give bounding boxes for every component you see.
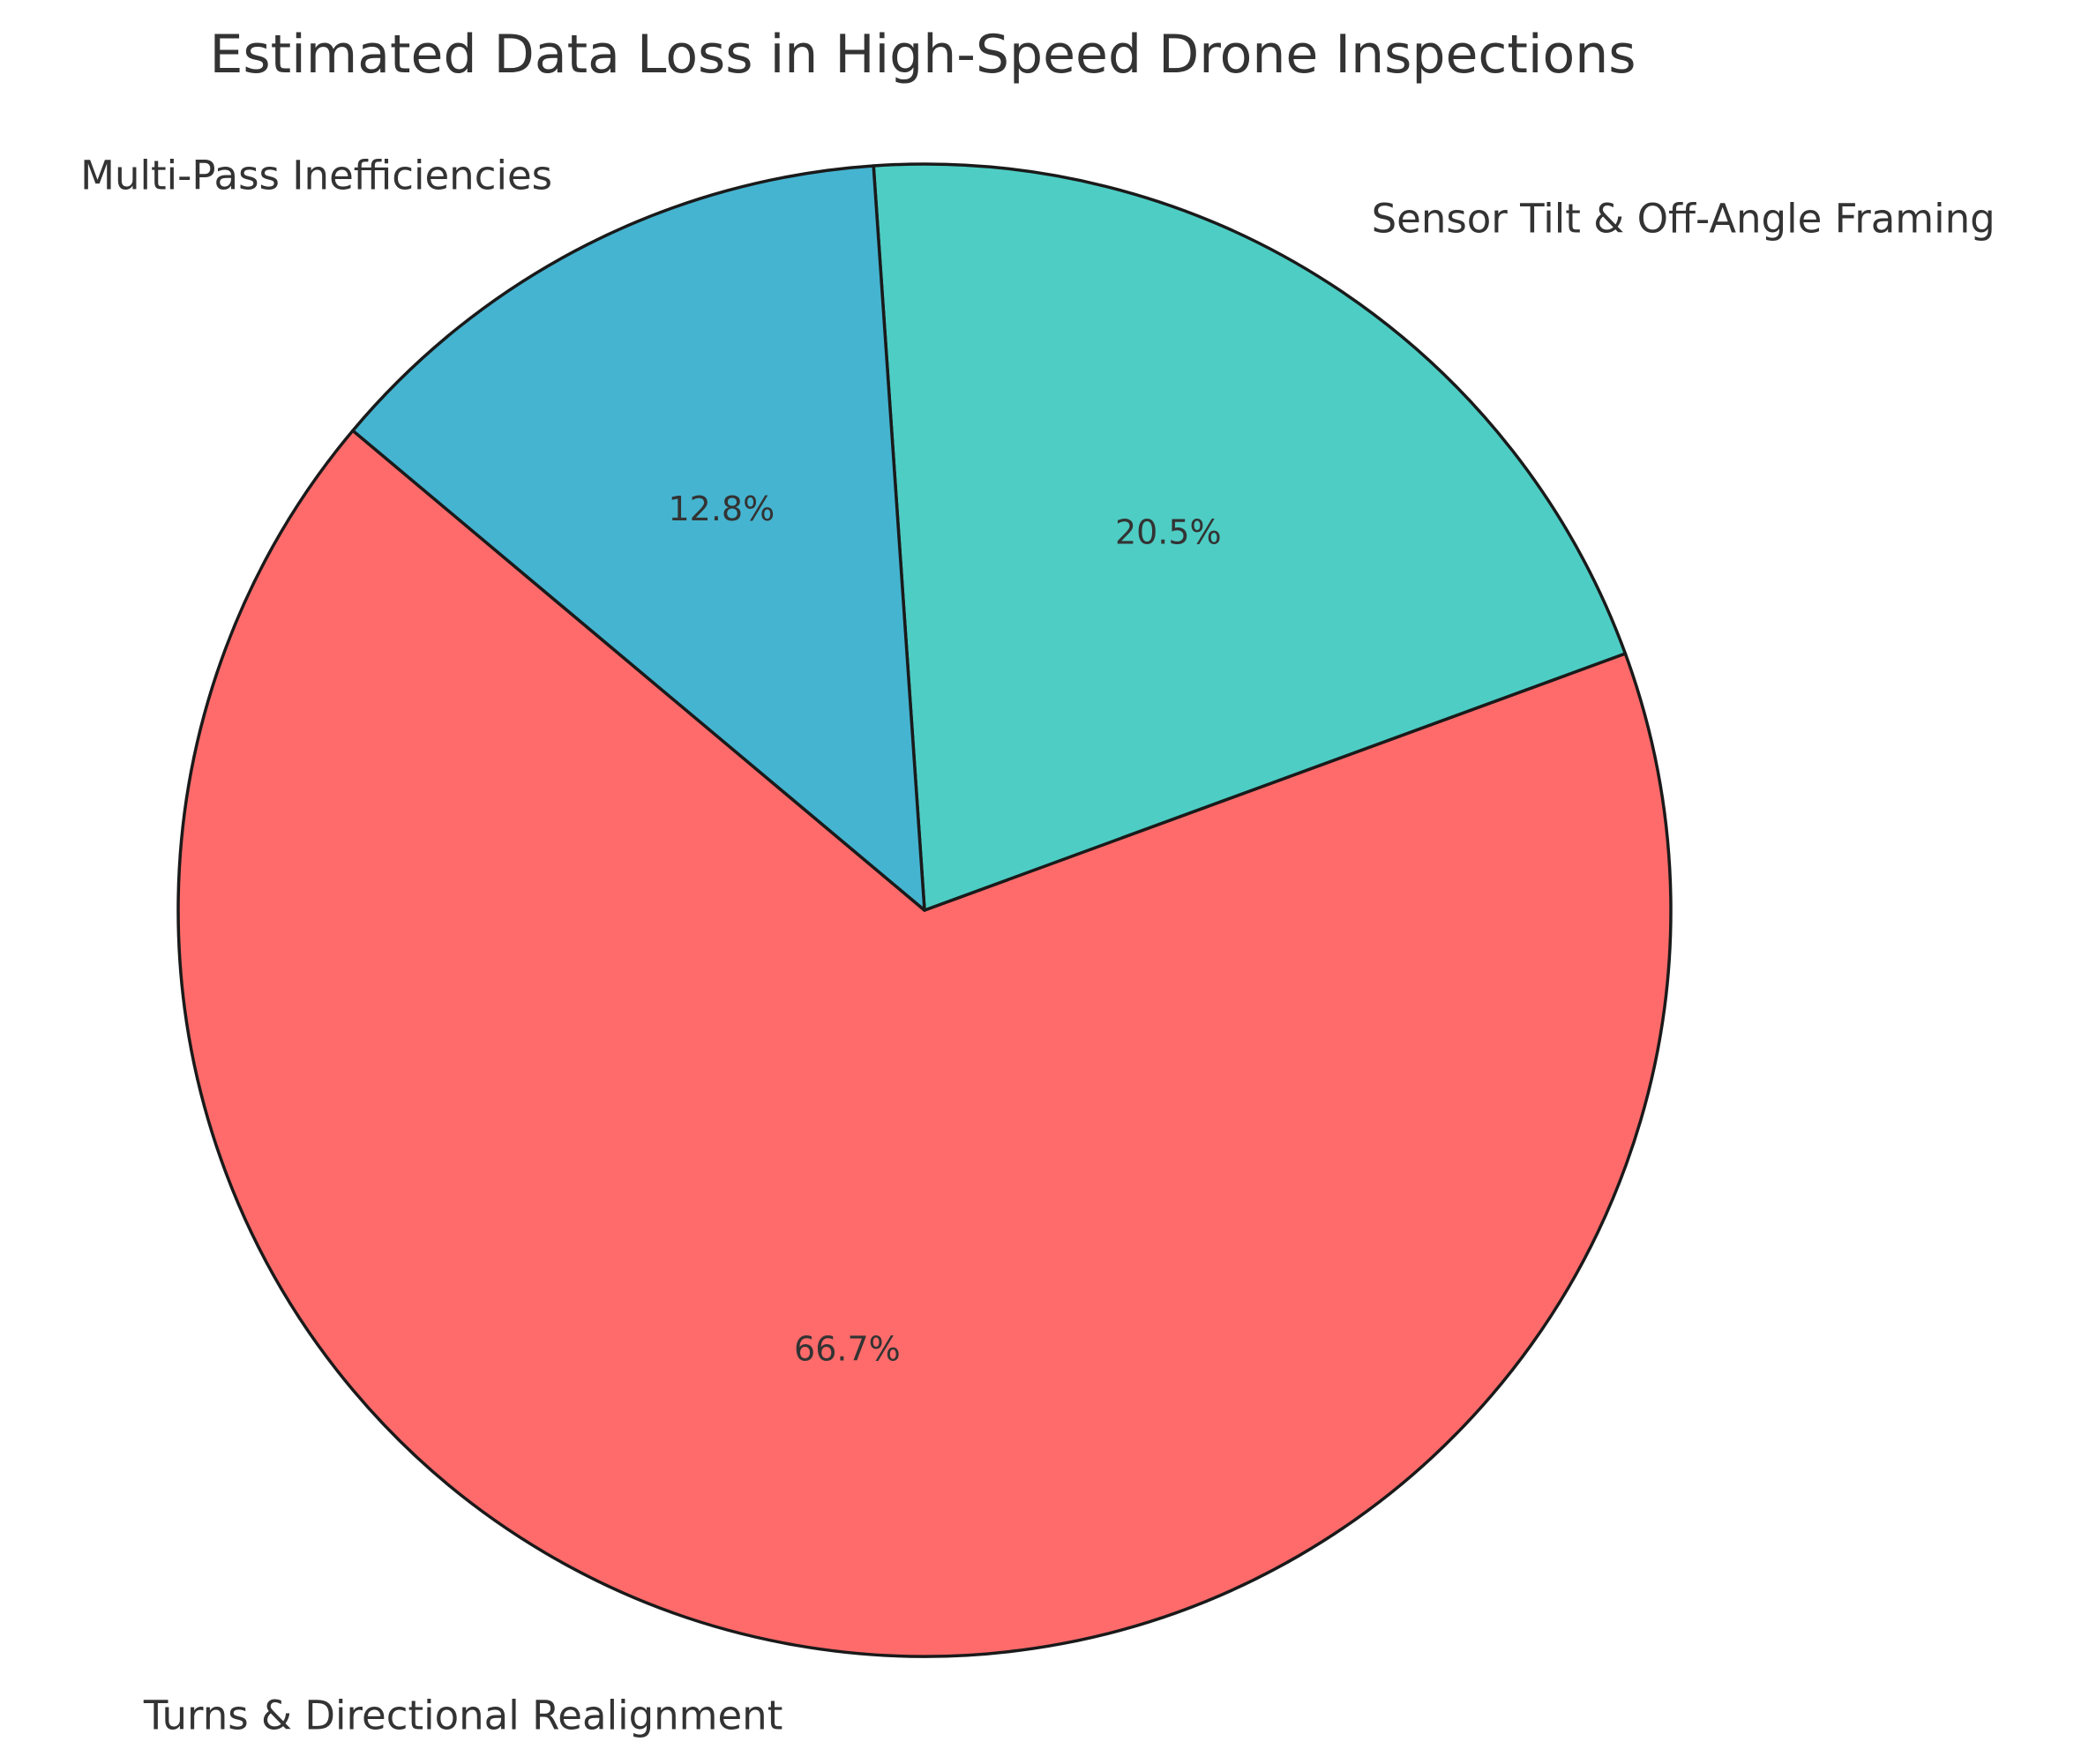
slice-turns-and-directional-realignment	[176, 429, 1673, 1658]
pie-labels: Turns & Directional Realignment 66.7% Sens…	[80, 153, 1995, 1739]
slice-percent-multi-pass-inefficiencies: 12.8%	[669, 490, 775, 528]
chart-title: Estimated Data Loss in High-Speed Drone …	[209, 24, 1636, 86]
slice-label-multi-pass-inefficiencies: Multi-Pass Inefficiencies	[80, 153, 552, 199]
slice-label-turns-and-directional-realignment: Turns & Directional Realignment	[143, 1693, 783, 1739]
slice-label-sensor-tilt-and-off-angle-framing: Sensor Tilt & Off-Angle Framing	[1372, 195, 1995, 242]
slice-sensor-tilt-and-off-angle-framing	[872, 162, 1628, 912]
slice-multi-pass-inefficiencies	[351, 164, 926, 912]
slice-percent-turns-and-directional-realignment: 66.7%	[794, 1329, 901, 1368]
slice-percent-sensor-tilt-and-off-angle-framing: 20.5%	[1115, 513, 1222, 552]
pie-slices	[176, 162, 1673, 1658]
